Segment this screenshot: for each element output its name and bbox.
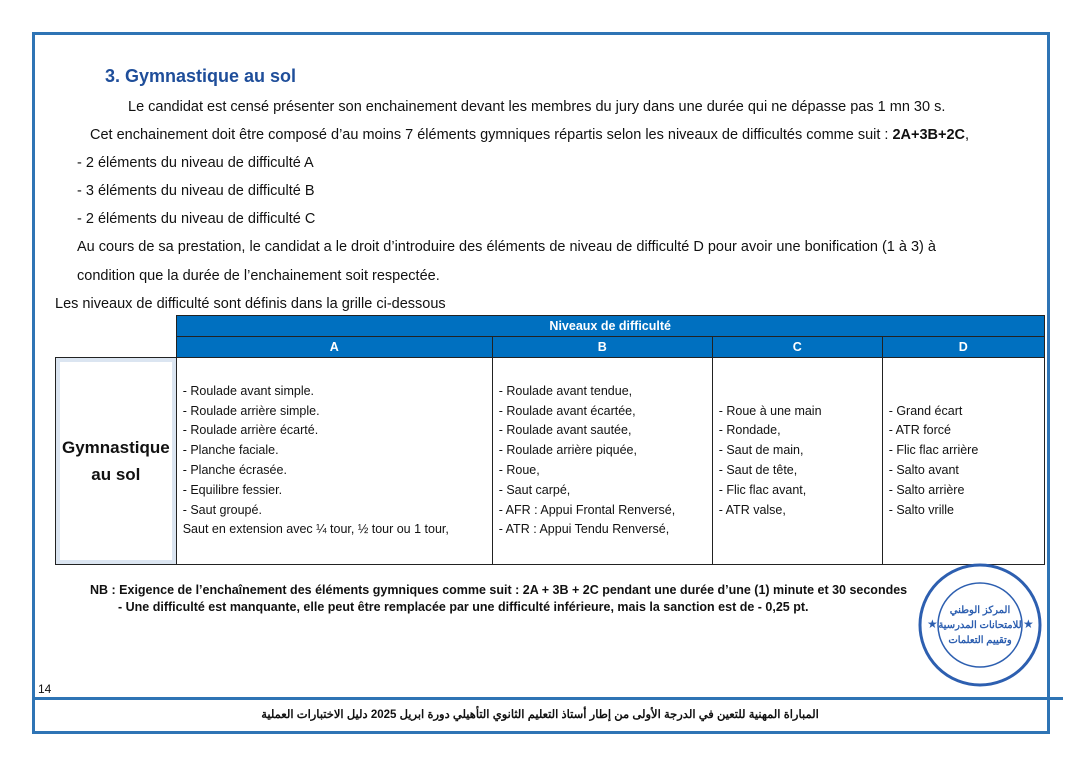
paragraph: Au cours de sa prestation, le candidat a…: [77, 239, 936, 255]
page-number: 14: [38, 682, 52, 696]
cell-line: - Roulade avant tendue,: [498, 383, 633, 398]
cell-line: - Roulade avant simple.: [182, 383, 315, 398]
paragraph: Le candidat est censé présenter son ench…: [128, 99, 946, 115]
cell-line: - Equilibre fessier.: [182, 482, 283, 497]
footer-divider: [35, 697, 1063, 700]
cell-line: - Saut de main,: [718, 443, 804, 458]
cell-line: - AFR : Appui Frontal Renversé,: [498, 502, 676, 517]
column-header-a: A: [175, 336, 493, 358]
svg-text:★: ★: [927, 617, 938, 631]
cell-line: - Rondade,: [718, 423, 781, 438]
cell-line: - Roulade avant écartée,: [498, 403, 636, 418]
page-frame: [32, 32, 1050, 734]
list-item: - 3 éléments du niveau de difficulté B: [77, 183, 315, 199]
column-header-c: C: [711, 336, 883, 358]
difficulty-table: Niveaux de difficulté A B C D Gymnastiqu…: [55, 315, 1045, 565]
cell-line: - Flic flac avant,: [718, 482, 807, 497]
cell-a: - Roulade avant simple. - Roulade arrière…: [175, 357, 493, 565]
nb-line: - Une difficulté est manquante, elle peu…: [118, 600, 809, 614]
cell-line: - Roulade avant sautée,: [498, 423, 632, 438]
cell-line: - Grand écart: [888, 403, 963, 418]
cell-b: - Roulade avant tendue, - Roulade avant é…: [491, 357, 713, 565]
column-header-b: B: [491, 336, 713, 358]
cell-line: - Saut groupé.: [182, 502, 262, 517]
row-header: Gymnastique au sol: [55, 357, 177, 565]
cell-line: - Roue,: [498, 463, 540, 477]
cell-d: - Grand écart - ATR forcé - Flic flac arri…: [881, 357, 1045, 565]
cell-line: - Salto vrille: [888, 502, 954, 517]
row-header-line: Gymnastique: [62, 438, 170, 457]
formula: 2A+3B+2C: [892, 127, 966, 143]
footer-text: المباراة المهنية للتعين في الدرجة الأولى…: [261, 709, 819, 721]
cell-line: Saut en extension avec ¼ tour, ½ tour ou…: [182, 522, 449, 537]
cell-line: - ATR : Appui Tendu Renversé,: [498, 522, 670, 537]
nb-line: NB : Exigence de l’enchaînement des élém…: [90, 583, 908, 597]
group-header: Niveaux de difficulté: [175, 315, 1045, 337]
list-item: - 2 éléments du niveau de difficulté C: [77, 211, 316, 227]
cell-line: - Roue à une main: [718, 403, 822, 418]
section-title: 3. Gymnastique au sol: [105, 66, 297, 86]
stamp-text: للامتحانات المدرسية: [938, 620, 1021, 631]
cell-line: - Saut de tête,: [718, 463, 798, 477]
list-item: - 2 éléments du niveau de difficulté A: [77, 155, 314, 171]
paragraph: Cet enchainement doit être composé d’au …: [90, 127, 970, 143]
cell-line: - ATR forcé: [888, 423, 951, 438]
cell-line: - Salto arrière: [888, 482, 965, 497]
column-header-d: D: [881, 336, 1045, 358]
cell-line: - Planche écrasée.: [182, 463, 287, 477]
stamp-text: وتقييم التعلمات: [948, 635, 1012, 646]
row-header-line: au sol: [91, 465, 141, 484]
cell-line: - Roulade arrière écarté.: [182, 423, 319, 438]
cell-c: - Roue à une main - Rondade, - Saut de mai…: [711, 357, 883, 565]
paragraph: Les niveaux de difficulté sont définis d…: [55, 296, 446, 312]
svg-text:★: ★: [1023, 617, 1034, 631]
cell-line: - Roulade arrière piquée,: [498, 443, 637, 458]
stamp-text: المركز الوطني: [950, 605, 1011, 616]
cell-line: - ATR valse,: [718, 502, 786, 517]
cell-line: - Salto avant: [888, 463, 959, 477]
official-stamp: ★ ★ المركز الوطني للامتحانات المدرسية وتق…: [918, 563, 1042, 687]
cell-line: - Roulade arrière simple.: [182, 403, 320, 418]
cell-line: - Planche faciale.: [182, 443, 279, 458]
cell-line: - Flic flac arrière: [888, 443, 979, 458]
paragraph-text: Cet enchainement doit être composé d’au …: [90, 127, 893, 143]
cell-line: - Saut carpé,: [498, 482, 571, 497]
paragraph: condition que la durée de l’enchainement…: [77, 268, 440, 284]
